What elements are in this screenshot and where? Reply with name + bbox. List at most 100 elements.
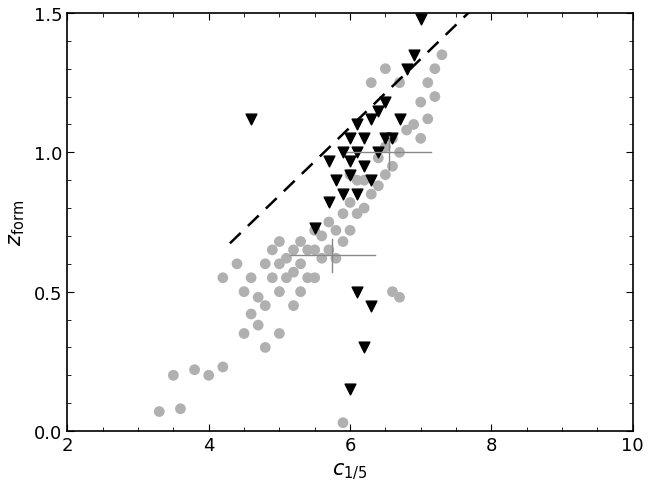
Point bbox=[345, 171, 355, 179]
Point bbox=[338, 191, 348, 199]
Point bbox=[422, 80, 433, 87]
Point bbox=[359, 163, 369, 171]
Point bbox=[331, 255, 341, 263]
Point bbox=[380, 66, 391, 74]
Point bbox=[232, 261, 242, 268]
Point bbox=[373, 149, 383, 157]
Point bbox=[395, 149, 405, 157]
Point bbox=[387, 288, 398, 296]
Point bbox=[359, 135, 369, 143]
Point bbox=[324, 199, 334, 207]
Point bbox=[260, 344, 270, 352]
Point bbox=[267, 246, 277, 254]
Point bbox=[296, 238, 306, 246]
Point bbox=[430, 66, 440, 74]
Point bbox=[296, 261, 306, 268]
Point bbox=[345, 171, 355, 179]
Point bbox=[352, 288, 363, 296]
Point bbox=[281, 255, 292, 263]
Point bbox=[303, 274, 313, 282]
Point bbox=[309, 227, 320, 235]
Point bbox=[324, 246, 334, 254]
Point bbox=[246, 116, 256, 123]
Point bbox=[338, 238, 348, 246]
Point bbox=[260, 261, 270, 268]
Point bbox=[395, 294, 405, 302]
Point bbox=[345, 135, 355, 143]
Point bbox=[408, 52, 419, 60]
Point bbox=[338, 149, 348, 157]
Point bbox=[239, 288, 249, 296]
Point bbox=[352, 177, 363, 185]
Point bbox=[437, 52, 447, 60]
Point bbox=[189, 366, 200, 374]
Point bbox=[366, 80, 376, 87]
Point bbox=[352, 210, 363, 218]
Point bbox=[316, 255, 327, 263]
Point bbox=[345, 199, 355, 207]
Point bbox=[415, 135, 426, 143]
Point bbox=[253, 294, 264, 302]
Point bbox=[217, 274, 228, 282]
Point bbox=[380, 99, 391, 107]
Point bbox=[253, 322, 264, 329]
Point bbox=[415, 99, 426, 107]
Point bbox=[288, 302, 299, 310]
Point bbox=[175, 405, 186, 413]
Point bbox=[352, 191, 363, 199]
Point bbox=[296, 288, 306, 296]
Point bbox=[387, 163, 398, 171]
Point bbox=[366, 177, 376, 185]
Point bbox=[288, 269, 299, 277]
Point bbox=[281, 274, 292, 282]
Point bbox=[402, 66, 412, 74]
Point bbox=[373, 183, 383, 190]
Point bbox=[217, 363, 228, 371]
Point bbox=[395, 116, 405, 123]
Point bbox=[345, 158, 355, 165]
Point bbox=[309, 246, 320, 254]
Point bbox=[338, 210, 348, 218]
Point bbox=[373, 155, 383, 163]
Point bbox=[395, 80, 405, 87]
Point bbox=[331, 177, 341, 185]
Point bbox=[274, 261, 284, 268]
Point bbox=[345, 227, 355, 235]
Point bbox=[387, 135, 398, 143]
Point bbox=[309, 224, 320, 232]
Point bbox=[288, 246, 299, 254]
Point bbox=[168, 372, 178, 380]
Point bbox=[324, 219, 334, 226]
Point bbox=[204, 372, 214, 380]
Point bbox=[274, 238, 284, 246]
Point bbox=[345, 386, 355, 393]
Point bbox=[324, 158, 334, 165]
Point bbox=[359, 205, 369, 213]
Point bbox=[246, 274, 256, 282]
Point bbox=[316, 233, 327, 241]
Point bbox=[331, 227, 341, 235]
Point bbox=[352, 122, 363, 129]
Point bbox=[352, 149, 363, 157]
Point bbox=[380, 143, 391, 151]
X-axis label: $c_{1/5}$: $c_{1/5}$ bbox=[332, 461, 368, 481]
Y-axis label: $z_{\rm form}$: $z_{\rm form}$ bbox=[7, 200, 27, 245]
Point bbox=[402, 127, 412, 135]
Point bbox=[430, 94, 440, 102]
Point bbox=[408, 122, 419, 129]
Point bbox=[154, 408, 165, 416]
Point bbox=[366, 191, 376, 199]
Point bbox=[260, 302, 270, 310]
Point bbox=[303, 246, 313, 254]
Point bbox=[274, 330, 284, 338]
Point bbox=[422, 116, 433, 123]
Point bbox=[415, 16, 426, 23]
Point bbox=[309, 274, 320, 282]
Point bbox=[359, 177, 369, 185]
Point bbox=[274, 288, 284, 296]
Point bbox=[373, 107, 383, 115]
Point bbox=[366, 302, 376, 310]
Point bbox=[366, 116, 376, 123]
Point bbox=[387, 135, 398, 143]
Point bbox=[239, 330, 249, 338]
